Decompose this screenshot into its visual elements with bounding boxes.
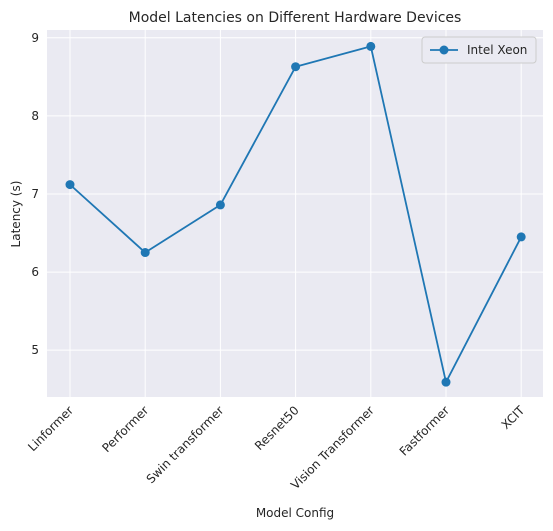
y-tick-label: 8: [31, 109, 39, 123]
y-tick-label: 7: [31, 187, 39, 201]
x-tick-label: Fastformer: [397, 403, 452, 458]
y-tick-label: 6: [31, 265, 39, 279]
legend-marker: [439, 45, 449, 55]
data-point: [65, 180, 75, 190]
x-tick-label: Resnet50: [252, 403, 302, 453]
data-point: [140, 248, 150, 258]
y-tick-labels: 5 6 7 8 9: [31, 31, 39, 357]
x-tick-label: Linformer: [25, 403, 76, 454]
legend-label: Intel Xeon: [467, 43, 527, 57]
y-axis-label: Latency (s): [9, 181, 23, 248]
plot-area: [47, 30, 543, 397]
legend-box: [421, 36, 537, 64]
grid-lines: [47, 30, 543, 397]
data-point: [291, 62, 301, 72]
x-tick-label: Swin transformer: [144, 403, 227, 486]
y-tick-label: 9: [31, 31, 39, 45]
x-tick-label: Vision Transformer: [288, 403, 377, 492]
x-tick-label: XCIT: [499, 403, 528, 432]
chart-title: Model Latencies on Different Hardware De…: [129, 10, 462, 26]
data-point: [441, 377, 451, 387]
x-tick-label: Performer: [99, 403, 151, 455]
series-group: [65, 41, 526, 387]
legend: Intel Xeon: [421, 36, 537, 64]
y-tick-label: 5: [31, 343, 39, 357]
data-point: [215, 200, 225, 210]
data-point: [366, 41, 376, 51]
x-axis-label: Model Config: [256, 506, 334, 520]
data-point: [516, 232, 526, 242]
